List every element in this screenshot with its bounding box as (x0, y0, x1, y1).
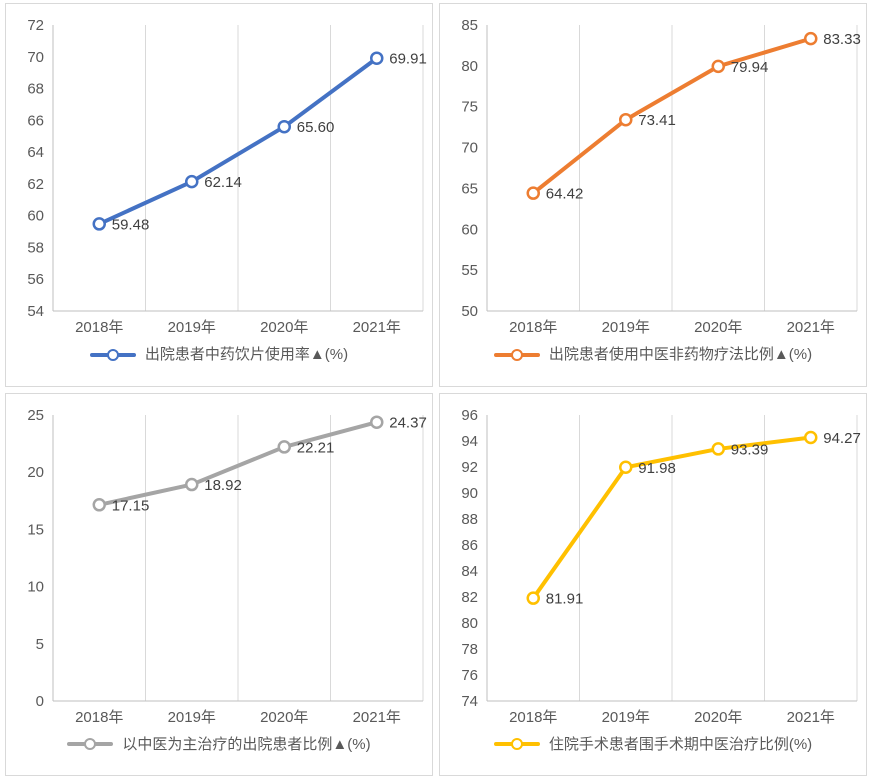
legend-label: 出院患者中药饮片使用率▲(%) (144, 346, 349, 363)
svg-text:85: 85 (461, 17, 478, 34)
svg-text:2019年: 2019年 (168, 709, 216, 726)
legend-label: 以中医为主治疗的出院患者比例▲(%) (122, 735, 371, 753)
svg-text:56: 56 (27, 271, 44, 288)
chart-legend: 出院患者中药饮片使用率▲(%) (89, 346, 349, 363)
svg-text:2019年: 2019年 (602, 709, 650, 726)
svg-text:2020年: 2020年 (694, 319, 742, 336)
chart-legend: 以中医为主治疗的出院患者比例▲(%) (67, 735, 371, 753)
svg-text:20: 20 (27, 464, 44, 481)
svg-text:22.21: 22.21 (297, 439, 335, 456)
svg-text:59.48: 59.48 (112, 216, 150, 233)
line-chart-top-right: 50 55 60 65 70 75 80 85 64.42 73.41 79.94 83.33 2018… (461, 17, 861, 336)
chart-panel-top-right: 50 55 60 65 70 75 80 85 64.42 73.41 79.94 83.33 2018… (439, 3, 867, 387)
svg-text:54: 54 (27, 303, 44, 320)
legend-label: 出院患者使用中医非药物疗法比例▲(%) (548, 346, 813, 363)
svg-text:58: 58 (27, 239, 44, 256)
legend-line-marker-icon (493, 348, 540, 361)
svg-text:25: 25 (27, 407, 44, 424)
svg-text:79.94: 79.94 (731, 59, 769, 76)
svg-text:24.37: 24.37 (389, 414, 427, 431)
svg-text:64.42: 64.42 (546, 186, 584, 203)
svg-text:74: 74 (461, 693, 478, 710)
legend-line-marker-icon (67, 738, 114, 750)
svg-text:2021年: 2021年 (787, 319, 835, 336)
svg-text:72: 72 (27, 17, 44, 34)
svg-text:0: 0 (36, 693, 44, 710)
chart-panel-top-left: 54 56 58 60 62 64 66 68 70 72 59.48 62.14 65.60 69.91… (5, 3, 433, 387)
svg-text:80: 80 (461, 58, 478, 75)
line-chart-bottom-right: 74 76 78 80 82 84 86 88 90 92 94 96 81.91 91.98 93.39 9… (461, 407, 861, 726)
svg-text:64: 64 (27, 144, 44, 161)
svg-text:70: 70 (461, 140, 478, 157)
chart-legend: 住院手术患者围手术期中医治疗比例(%) (493, 735, 813, 753)
svg-text:2018年: 2018年 (75, 709, 123, 726)
svg-text:81.91: 81.91 (546, 590, 584, 607)
svg-text:66: 66 (27, 112, 44, 129)
line-chart-bottom-left: 0 5 10 15 20 25 17.15 18.92 22.21 24.37 2018年 2019年… (27, 407, 427, 726)
legend-label: 住院手术患者围手术期中医治疗比例(%) (548, 735, 813, 753)
svg-text:50: 50 (461, 303, 478, 320)
svg-text:65: 65 (461, 180, 478, 197)
line-chart-top-left: 54 56 58 60 62 64 66 68 70 72 59.48 62.14 65.60 69.91… (27, 17, 427, 336)
svg-text:10: 10 (27, 578, 44, 595)
svg-text:2021年: 2021年 (353, 709, 401, 726)
svg-text:2018年: 2018年 (75, 319, 123, 336)
svg-text:96: 96 (461, 407, 478, 424)
svg-text:17.15: 17.15 (112, 497, 150, 514)
svg-text:62: 62 (27, 176, 44, 193)
svg-text:80: 80 (461, 615, 478, 632)
svg-text:2018年: 2018年 (509, 709, 557, 726)
svg-text:88: 88 (461, 511, 478, 528)
svg-text:68: 68 (27, 81, 44, 98)
svg-text:90: 90 (461, 485, 478, 502)
svg-text:60: 60 (461, 221, 478, 238)
svg-text:18.92: 18.92 (204, 477, 242, 494)
svg-text:76: 76 (461, 667, 478, 684)
svg-text:73.41: 73.41 (638, 112, 676, 129)
svg-text:65.60: 65.60 (297, 119, 335, 136)
svg-text:60: 60 (27, 208, 44, 225)
svg-text:55: 55 (461, 262, 478, 279)
svg-text:2018年: 2018年 (509, 319, 557, 336)
svg-text:84: 84 (461, 563, 478, 580)
svg-text:2020年: 2020年 (694, 709, 742, 726)
svg-text:93.39: 93.39 (731, 441, 769, 458)
svg-text:92: 92 (461, 459, 478, 476)
chart-legend: 出院患者使用中医非药物疗法比例▲(%) (493, 346, 813, 363)
svg-text:2019年: 2019年 (168, 319, 216, 336)
svg-text:94.27: 94.27 (823, 429, 861, 446)
svg-text:70: 70 (27, 49, 44, 66)
svg-text:75: 75 (461, 99, 478, 116)
svg-text:62.14: 62.14 (204, 174, 242, 191)
chart-panel-bottom-left: 0 5 10 15 20 25 17.15 18.92 22.21 24.37 2018年 2019年… (5, 392, 433, 776)
svg-text:91.98: 91.98 (638, 459, 676, 476)
svg-text:2020年: 2020年 (260, 709, 308, 726)
svg-text:2021年: 2021年 (787, 709, 835, 726)
legend-line-marker-icon (89, 348, 136, 361)
legend-line-marker-icon (493, 738, 540, 750)
svg-text:2020年: 2020年 (260, 319, 308, 336)
svg-text:86: 86 (461, 537, 478, 554)
svg-text:69.91: 69.91 (389, 51, 427, 68)
chart-panel-bottom-right: 74 76 78 80 82 84 86 88 90 92 94 96 81.91 91.98 93.39 9… (439, 392, 867, 776)
svg-text:82: 82 (461, 589, 478, 606)
svg-text:2019年: 2019年 (602, 319, 650, 336)
svg-text:83.33: 83.33 (823, 31, 861, 48)
svg-text:15: 15 (27, 521, 44, 538)
svg-text:5: 5 (36, 635, 44, 652)
svg-text:94: 94 (461, 433, 478, 450)
svg-text:2021年: 2021年 (353, 319, 401, 336)
svg-text:78: 78 (461, 641, 478, 658)
